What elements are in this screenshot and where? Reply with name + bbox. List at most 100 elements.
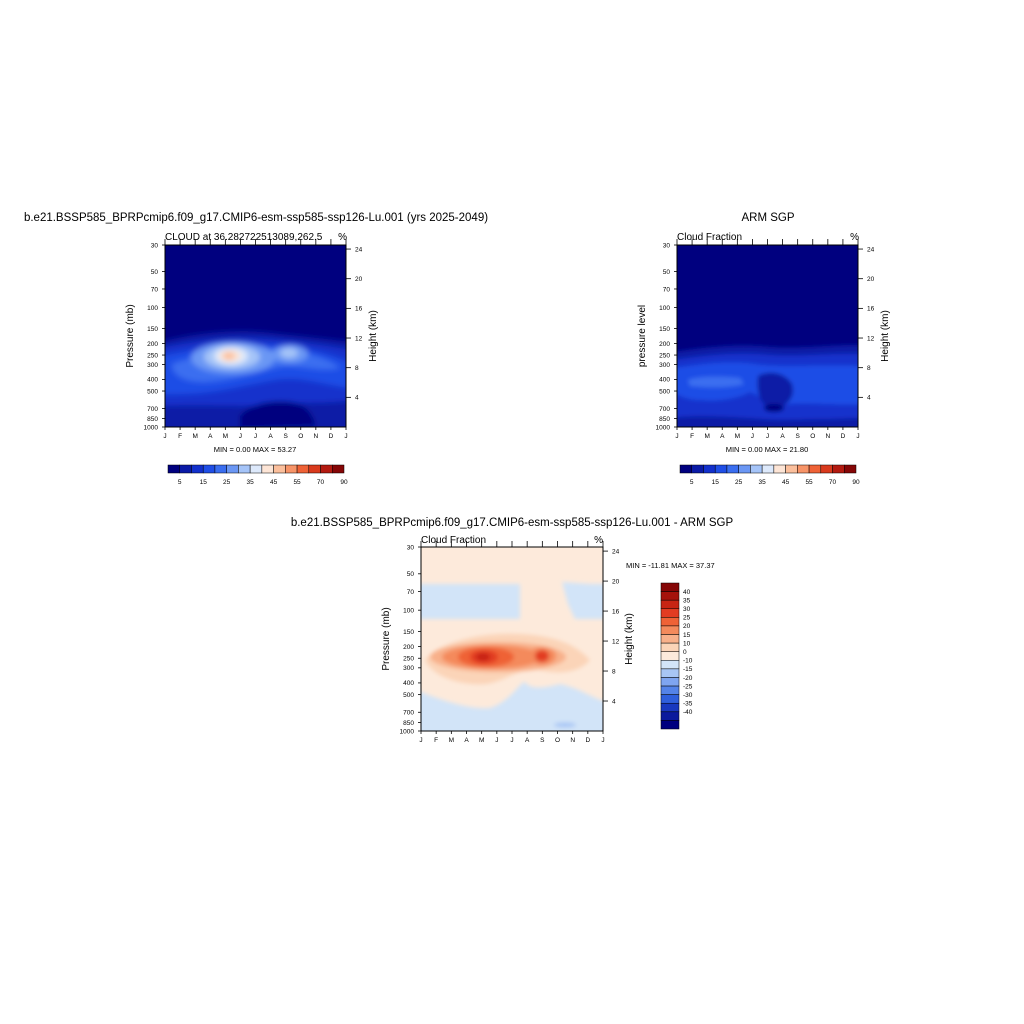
- x-tick-label: D: [329, 433, 334, 440]
- colorbar-label: 5: [178, 479, 182, 486]
- y-tick-label: 50: [151, 269, 159, 276]
- x-tick-label: M: [223, 433, 228, 440]
- colorbar-swatch: [296, 464, 310, 474]
- y-tick-label: 200: [659, 341, 670, 348]
- contour-level-9: [223, 352, 235, 360]
- y-tick-label: 70: [407, 589, 415, 596]
- y-tick-label: 100: [659, 305, 670, 312]
- colorbar-label: -35: [683, 701, 693, 708]
- y-tick-right-label: 20: [355, 276, 363, 283]
- y-tick-right-label: 4: [355, 395, 359, 402]
- colorbar-label: -30: [683, 692, 693, 699]
- panel-diff-ylabel-right: Height (km): [624, 613, 635, 665]
- x-tick-label: M: [192, 433, 197, 440]
- colorbar-label: -40: [683, 709, 693, 716]
- y-tick-label: 400: [147, 377, 158, 384]
- x-tick-label: J: [163, 433, 166, 440]
- x-tick-label: A: [720, 433, 725, 440]
- panel-diff: b.e21.BSSP585_BPRPcmip6.f09_g17.CMIP6-es…: [291, 517, 734, 744]
- x-tick-label: F: [434, 737, 438, 744]
- y-tick-right-label: 4: [612, 698, 616, 705]
- colorbar-label: -10: [683, 658, 693, 665]
- panel-obs-ylabel: pressure level: [637, 305, 648, 367]
- colorbar-label: 70: [829, 479, 837, 486]
- colorbar-label: 45: [270, 479, 278, 486]
- y-tick-label: 70: [663, 286, 671, 293]
- x-tick-label: S: [795, 433, 800, 440]
- colorbar-swatch: [679, 464, 692, 474]
- colorbar-label: -20: [683, 675, 693, 682]
- colorbar-swatch: [191, 464, 204, 474]
- x-tick-label: J: [344, 433, 347, 440]
- panel-model-colorbar: 5 15 25 35 45 55 70 90: [167, 464, 348, 486]
- colorbar-swatch: [660, 599, 680, 610]
- y-tick-label: 700: [403, 710, 414, 717]
- x-tick-label: A: [268, 433, 273, 440]
- y-tick-label: 30: [151, 242, 159, 249]
- colorbar-label: 90: [852, 479, 860, 486]
- colorbar-swatch: [660, 677, 680, 687]
- y-tick-label: 850: [147, 416, 158, 423]
- colorbar-swatch: [660, 634, 680, 644]
- colorbar-label: 35: [683, 597, 691, 604]
- colorbar-label: 25: [223, 479, 231, 486]
- y-tick-label: 700: [147, 406, 158, 413]
- x-tick-label: S: [283, 433, 288, 440]
- y-tick-right-label: 8: [355, 365, 359, 372]
- colorbar-label: -25: [683, 683, 693, 690]
- y-tick-right-label: 8: [612, 668, 616, 675]
- y-tick-right-label: 8: [867, 365, 871, 372]
- y-tick-label: 250: [659, 352, 670, 359]
- colorbar-swatch: [320, 464, 333, 474]
- contour-neg-upper-right: [562, 582, 603, 619]
- colorbar-swatch: [660, 582, 680, 592]
- colorbar-swatch: [726, 464, 739, 474]
- colorbar-swatch: [660, 711, 680, 721]
- panel-model-axes: J F M A M J J A S O N D J 30 50 70 100 150 200 250 300 400 500…: [144, 239, 363, 440]
- y-tick-label: 50: [407, 571, 415, 578]
- colorbar-swatch: [797, 464, 810, 474]
- panel-model: b.e21.BSSP585_BPRPcmip6.f09_g17.CMIP6-es…: [24, 212, 488, 486]
- contour-neg-upper: [421, 584, 520, 619]
- y-tick-right-label: 12: [612, 638, 620, 645]
- y-tick-right-label: 16: [355, 306, 363, 313]
- panel-obs-ylabel-right: Height (km): [880, 310, 891, 362]
- colorbar-label: 20: [683, 623, 691, 630]
- colorbar-swatch: [249, 464, 263, 474]
- colorbar-label: 55: [805, 479, 813, 486]
- colorbar-swatch: [703, 464, 716, 474]
- x-tick-label: J: [601, 737, 604, 744]
- y-tick-right-label: 24: [355, 246, 363, 253]
- contour-pos-4b: [535, 650, 549, 662]
- colorbar-swatch: [660, 617, 680, 627]
- colorbar-swatch: [261, 464, 274, 474]
- x-tick-label: A: [780, 433, 785, 440]
- panel-obs-stats: MIN = 0.00 MAX = 21.80: [726, 445, 809, 454]
- panel-diff-suptitle: b.e21.BSSP585_BPRPcmip6.f09_g17.CMIP6-es…: [291, 517, 734, 529]
- x-tick-label: N: [313, 433, 318, 440]
- y-tick-label: 100: [147, 305, 158, 312]
- y-tick-label: 300: [659, 362, 670, 369]
- x-tick-label: A: [208, 433, 213, 440]
- y-tick-label: 1000: [656, 424, 671, 431]
- y-tick-right-label: 4: [867, 395, 871, 402]
- panel-model-units: %: [338, 232, 347, 243]
- x-tick-label: J: [675, 433, 678, 440]
- colorbar-swatch: [308, 464, 321, 474]
- y-tick-label: 700: [659, 406, 670, 413]
- contour-neg-lower-min: [554, 722, 576, 728]
- y-tick-right-label: 12: [867, 335, 875, 342]
- colorbar-swatch: [820, 464, 833, 474]
- panel-obs-units: %: [850, 232, 859, 243]
- colorbar-swatch: [844, 464, 857, 474]
- y-tick-label: 70: [151, 286, 159, 293]
- colorbar-swatch: [761, 464, 775, 474]
- panel-obs-colorbar: 5 15 25 35 45 55 70 90: [679, 464, 860, 486]
- colorbar-swatch: [179, 464, 192, 474]
- x-tick-label: N: [570, 737, 575, 744]
- colorbar-label: 0: [683, 649, 687, 656]
- x-tick-label: J: [510, 737, 513, 744]
- x-tick-label: F: [178, 433, 182, 440]
